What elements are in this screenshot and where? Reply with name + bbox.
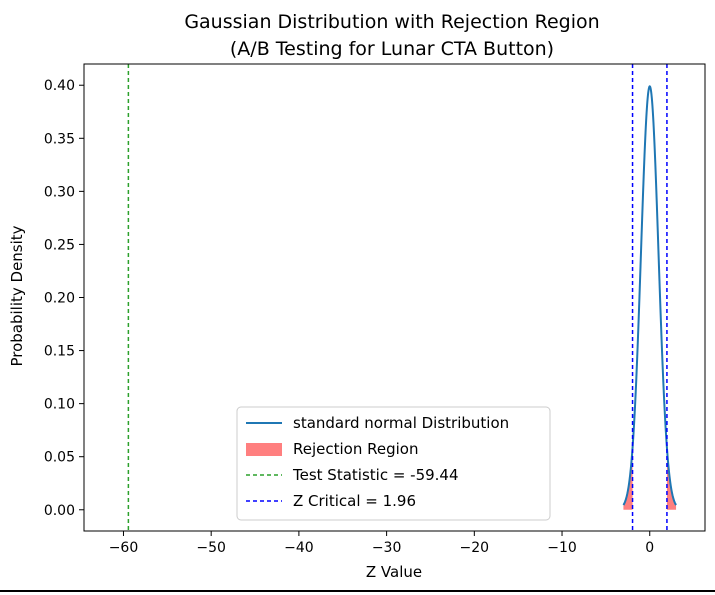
x-tick-label: −30: [372, 540, 402, 556]
x-tick-label: −20: [460, 540, 490, 556]
x-tick-label: −10: [547, 540, 577, 556]
y-tick-label: 0.25: [44, 237, 75, 253]
legend-label-rejection: Rejection Region: [293, 440, 418, 458]
x-tick-label: −60: [109, 540, 139, 556]
plot-area: −60 −50 −40 −30 −20 −10 0 0.00 0.05 0.10 0.15 0.20 0…: [44, 63, 706, 556]
y-tick-label: 0.05: [44, 450, 75, 466]
y-tick-label: 0.30: [44, 184, 75, 200]
legend: standard normal Distribution Rejection R…: [236, 406, 551, 521]
legend-label-distribution: standard normal Distribution: [293, 414, 509, 432]
legend-label-z-critical: Z Critical = 1.96: [293, 492, 416, 510]
y-tick-label: 0.20: [44, 291, 75, 307]
bottom-divider: [0, 590, 715, 592]
rejection-region-left: [623, 447, 633, 510]
y-tick-label: 0.40: [44, 78, 75, 94]
y-tick-label: 0.35: [44, 131, 75, 147]
x-tick-label: 0: [645, 540, 654, 556]
x-tick-label: −50: [196, 540, 226, 556]
legend-patch-rejection: [246, 443, 282, 456]
legend-box: [236, 406, 551, 521]
y-axis-label: Probability Density: [8, 225, 26, 366]
chart-title: Gaussian Distribution with Rejection Reg…: [184, 11, 599, 33]
chart-subtitle: (A/B Testing for Lunar CTA Button): [230, 38, 554, 60]
rejection-region-right: [666, 447, 677, 510]
y-tick-label: 0.10: [44, 397, 75, 413]
x-tick-label: −40: [284, 540, 314, 556]
y-tick-label: 0.15: [44, 344, 75, 360]
y-tick-label: 0.00: [44, 503, 75, 519]
legend-label-test-statistic: Test Statistic = -59.44: [292, 466, 459, 484]
distribution-curve: [622, 85, 677, 506]
x-axis-label: Z Value: [366, 563, 422, 581]
